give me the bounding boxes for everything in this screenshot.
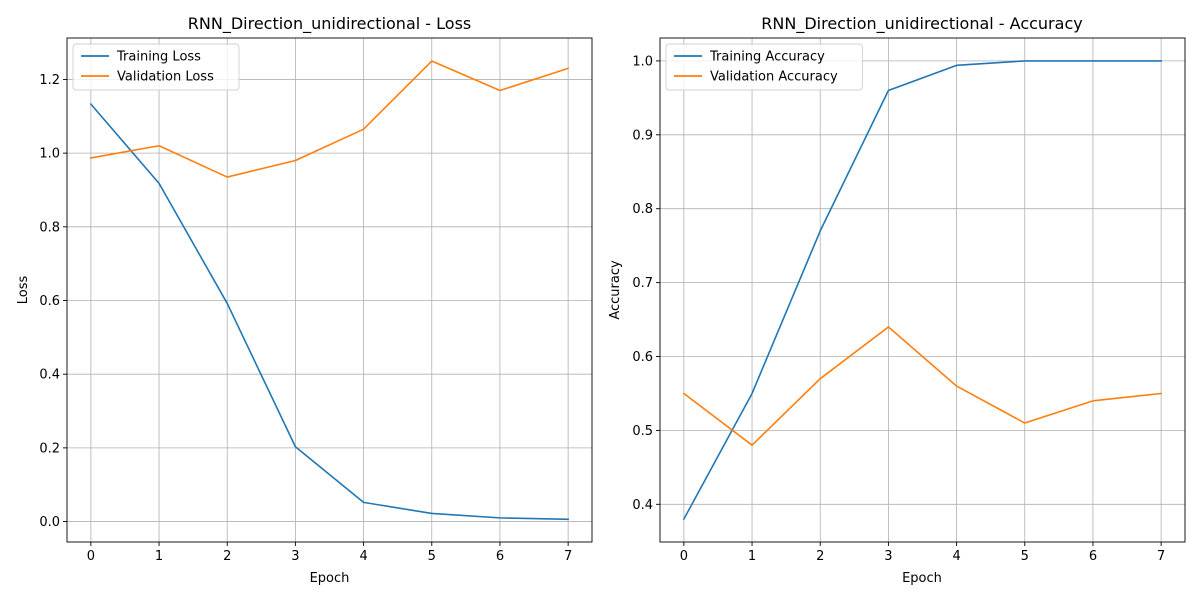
accuracy-series-line-1 xyxy=(682,326,1163,446)
accuracy-legend: Training Accuracy Validation Accuracy xyxy=(665,43,863,91)
loss-legend-label-0: Training Loss xyxy=(116,50,201,65)
loss-y-tick-label: 0.0 xyxy=(39,515,60,530)
loss-x-tick-label: 0 xyxy=(87,549,95,564)
accuracy-x-tick-label: 2 xyxy=(816,549,824,564)
accuracy-legend-label-1: Validation Accuracy xyxy=(710,70,838,85)
accuracy-x-tick-label: 3 xyxy=(884,549,892,564)
loss-y-tick-label: 1.2 xyxy=(39,73,60,88)
accuracy-y-tick-label: 0.7 xyxy=(632,276,653,291)
loss-axes-frame xyxy=(66,37,593,543)
accuracy-legend-box xyxy=(665,43,863,91)
accuracy-y-tick-label: 0.9 xyxy=(632,128,653,143)
accuracy-y-tick-label: 0.4 xyxy=(632,498,653,513)
loss-y-axis-label: Loss xyxy=(16,276,31,305)
accuracy-x-tick-label: 4 xyxy=(952,549,960,564)
loss-legend-box xyxy=(72,43,240,91)
loss-chart-title: RNN_Direction_unidirectional - Loss xyxy=(188,14,471,34)
accuracy-x-tick-label: 0 xyxy=(680,549,688,564)
loss-y-tick-label: 1.0 xyxy=(39,147,60,162)
loss-x-tick-label: 5 xyxy=(428,549,436,564)
loss-legend: Training Loss Validation Loss xyxy=(72,43,240,91)
loss-series-line-0 xyxy=(89,103,569,521)
accuracy-legend-label-0: Training Accuracy xyxy=(709,50,825,65)
accuracy-panel: RNN_Direction_unidirectional - Accuracy … xyxy=(608,14,1186,586)
loss-grid xyxy=(67,38,592,542)
accuracy-x-tick-label: 7 xyxy=(1157,549,1165,564)
loss-legend-label-1: Validation Loss xyxy=(117,70,214,85)
loss-y-tick-label: 0.2 xyxy=(39,441,60,456)
loss-x-tick-label: 7 xyxy=(564,549,572,564)
loss-series-line-1 xyxy=(89,60,570,178)
accuracy-series-line-0 xyxy=(682,60,1162,521)
accuracy-x-tick-label: 1 xyxy=(748,549,756,564)
accuracy-x-tick-label: 5 xyxy=(1021,549,1029,564)
accuracy-x-tick-label: 6 xyxy=(1089,549,1097,564)
accuracy-y-tick-label: 0.8 xyxy=(632,202,653,217)
accuracy-chart-title: RNN_Direction_unidirectional - Accuracy xyxy=(761,14,1082,34)
accuracy-axes-frame xyxy=(659,37,1186,543)
loss-y-tick-label: 0.4 xyxy=(39,368,60,383)
accuracy-y-tick-label: 1.0 xyxy=(632,54,653,69)
loss-x-tick-label: 4 xyxy=(359,549,367,564)
loss-x-tick-label: 1 xyxy=(155,549,163,564)
accuracy-y-tick-label: 0.5 xyxy=(632,424,653,439)
loss-panel: RNN_Direction_unidirectional - Loss Epoc… xyxy=(16,14,593,586)
loss-x-tick-label: 3 xyxy=(291,549,299,564)
loss-x-axis-label: Epoch xyxy=(310,571,350,586)
accuracy-y-axis-label: Accuracy xyxy=(608,260,623,320)
loss-y-tick-label: 0.8 xyxy=(39,220,60,235)
accuracy-y-tick-label: 0.6 xyxy=(632,350,653,365)
loss-y-tick-label: 0.6 xyxy=(39,294,60,309)
accuracy-x-axis-label: Epoch xyxy=(902,571,942,586)
loss-x-tick-label: 6 xyxy=(496,549,504,564)
loss-x-tick-label: 2 xyxy=(223,549,231,564)
